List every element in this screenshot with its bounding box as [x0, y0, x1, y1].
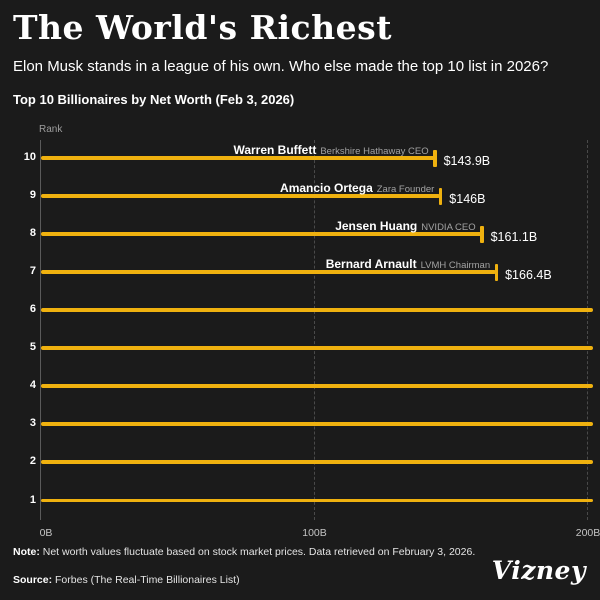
subtitle: Elon Musk stands in a league of his own.… — [13, 58, 549, 75]
person-role: NVIDIA CEO — [421, 222, 476, 234]
person-role: LVMH Chairman — [420, 260, 491, 272]
value-label: $166.4B — [505, 268, 552, 283]
value-label: $161.1B — [490, 230, 538, 245]
value-label: $143.9B — [443, 154, 491, 168]
rank-label: 7 — [29, 265, 36, 278]
bar-clipped — [41, 498, 593, 503]
source-label: Source: — [13, 574, 53, 586]
page-title: The World's Richest — [13, 8, 392, 47]
person-label: Warren Buffett Berkshire Hathaway CEO — [233, 141, 428, 159]
bar — [41, 156, 435, 160]
x-tick-label: 0B — [39, 527, 53, 539]
person-name: Warren Buffett — [233, 143, 317, 157]
brand-logo: Vizney — [491, 556, 586, 585]
bar-end-cap — [438, 188, 443, 206]
y-axis-line — [40, 140, 41, 520]
bar — [41, 232, 482, 236]
rank-label: 1 — [29, 493, 36, 506]
source-line: Source: Forbes (The Real-Time Billionair… — [13, 574, 240, 586]
rank-label: 8 — [29, 227, 36, 240]
x-tick-label: 200B — [575, 527, 600, 539]
bar-clipped — [41, 384, 593, 388]
y-axis-title: Rank — [39, 124, 63, 135]
person-name: Amancio Ortega — [280, 181, 373, 196]
bar-clipped — [41, 422, 593, 426]
bar — [41, 194, 441, 198]
value-label: $146B — [449, 192, 486, 207]
rank-label: 2 — [29, 455, 36, 468]
note-line: Note: Net worth values fluctuate based o… — [13, 546, 475, 558]
rank-label: 9 — [29, 189, 36, 202]
person-role: Zara Founder — [376, 184, 435, 196]
person-label: Jensen Huang NVIDIA CEO — [335, 217, 475, 235]
person-role: Berkshire Hathaway CEO — [320, 146, 429, 157]
bar-end-cap — [480, 226, 484, 244]
gridline-200B — [587, 140, 588, 520]
gridline-100B — [313, 140, 315, 520]
bar — [41, 270, 497, 274]
rank-label: 6 — [29, 303, 36, 316]
person-label: Amancio Ortega Zara Founder — [280, 179, 434, 197]
person-label: Bernard Arnault LVMH Chairman — [326, 255, 490, 273]
bar-clipped — [41, 460, 593, 464]
person-name: Bernard Arnault — [325, 257, 417, 272]
rank-label: 10 — [23, 151, 36, 163]
note-label: Note: — [13, 546, 40, 558]
chart-title: Top 10 Billionaires by Net Worth (Feb 3,… — [13, 92, 295, 107]
x-tick-label: 100B — [302, 527, 327, 539]
rank-label: 4 — [29, 379, 36, 392]
rank-label: 5 — [29, 341, 36, 354]
bar-clipped — [41, 346, 593, 350]
source-text: Forbes (The Real-Time Billionaires List) — [52, 574, 240, 586]
bar-end-cap — [494, 264, 499, 282]
note-text: Net worth values fluctuate based on stoc… — [39, 546, 476, 558]
bar-end-cap — [433, 150, 437, 167]
bar-clipped — [41, 308, 593, 312]
person-name: Jensen Huang — [335, 219, 418, 234]
rank-label: 3 — [29, 417, 36, 430]
